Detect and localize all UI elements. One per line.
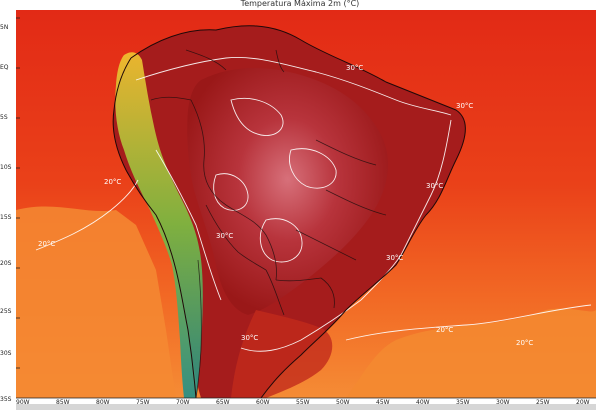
iso-label-andes: 30°C — [216, 232, 233, 240]
border-bolivia — [205, 204, 267, 271]
iso-label-southeast: 30°C — [386, 254, 403, 262]
border-peru-colombia — [150, 96, 192, 101]
lon-label: 80W — [96, 399, 110, 406]
border-states-1 — [315, 139, 377, 166]
lat-label: 5N — [0, 24, 9, 31]
lon-label: 90W — [16, 399, 30, 406]
isotherm-30c-interior-c — [213, 173, 249, 211]
iso-label-east: 30°C — [426, 182, 443, 190]
border-paraguay — [265, 269, 285, 316]
lat-label: 30S — [0, 350, 12, 357]
lon-label: 60W — [256, 399, 270, 406]
andes-strip — [115, 52, 203, 398]
colorbar-strip — [16, 404, 596, 410]
iso-label-pacific-south: 20°C — [38, 240, 55, 248]
lat-label: 20S — [0, 260, 12, 267]
temperature-map: 30°C 30°C 30°C 30°C 30°C 30°C 20°C 20°C … — [16, 10, 596, 410]
lon-label: 35W — [456, 399, 470, 406]
isotherm-30c-interior-a — [230, 97, 284, 136]
lon-label: 40W — [416, 399, 430, 406]
iso-label-atlantic-south: 20°C — [436, 326, 453, 334]
isotherm-30c-interior-b — [289, 148, 337, 189]
iso-label-south: 30°C — [241, 334, 258, 342]
atlantic-cool-zone — [346, 308, 596, 398]
border-venezuela — [185, 49, 227, 71]
border-brazil-west — [190, 99, 277, 281]
isotherm-30c-andes — [155, 149, 222, 301]
map-title: Temperatura Máxima 2m (°C) — [240, 0, 360, 8]
iso-label-pacific-north: 20°C — [104, 178, 121, 186]
lon-label: 70W — [176, 399, 190, 406]
border-states-2 — [325, 189, 387, 216]
iso-label-ne-coast: 30°C — [456, 102, 473, 110]
isotherm-label-group: 30°C 30°C 30°C 30°C 30°C 30°C 20°C 20°C … — [38, 64, 533, 347]
lat-label: 5S — [0, 114, 8, 121]
lon-label: 50W — [336, 399, 350, 406]
pacific-cool-zone — [16, 206, 176, 398]
lat-label: 25S — [0, 308, 12, 315]
lon-label: 45W — [376, 399, 390, 406]
coastline — [112, 25, 466, 399]
hot-interior — [187, 68, 389, 316]
isotherm-30c-interior-d — [259, 218, 303, 263]
border-guianas — [275, 49, 285, 73]
iso-label-north: 30°C — [346, 64, 363, 72]
lon-label: 65W — [216, 399, 230, 406]
lon-label: 25W — [536, 399, 550, 406]
lat-ticks — [16, 17, 20, 369]
longitude-axis: 90W 85W 80W 75W 70W 65W 60W 55W 50W 45W … — [16, 399, 596, 407]
lat-label: 35S — [0, 396, 12, 403]
lon-label: 75W — [136, 399, 150, 406]
lon-label: 55W — [296, 399, 310, 406]
lon-label: 30W — [496, 399, 510, 406]
lat-label: EQ — [0, 64, 9, 71]
isotherm-20c-atlantic — [345, 304, 592, 341]
border-brazil-south — [275, 277, 335, 309]
iso-label-atlantic-far: 20°C — [516, 339, 533, 347]
lat-label: 10S — [0, 164, 12, 171]
southern-cone-band — [231, 310, 333, 398]
border-states-3 — [295, 229, 357, 261]
lon-label: 20W — [576, 399, 590, 406]
isotherm-20c-pacific — [35, 179, 139, 251]
lon-label: 85W — [56, 399, 70, 406]
latitude-axis: 5N EQ 5S 10S 15S 20S 25S 30S 35S — [0, 10, 16, 410]
isotherm-30c-north — [135, 57, 452, 116]
border-argentina-chile — [195, 259, 202, 399]
country-borders — [150, 49, 387, 399]
lat-label: 15S — [0, 214, 12, 221]
